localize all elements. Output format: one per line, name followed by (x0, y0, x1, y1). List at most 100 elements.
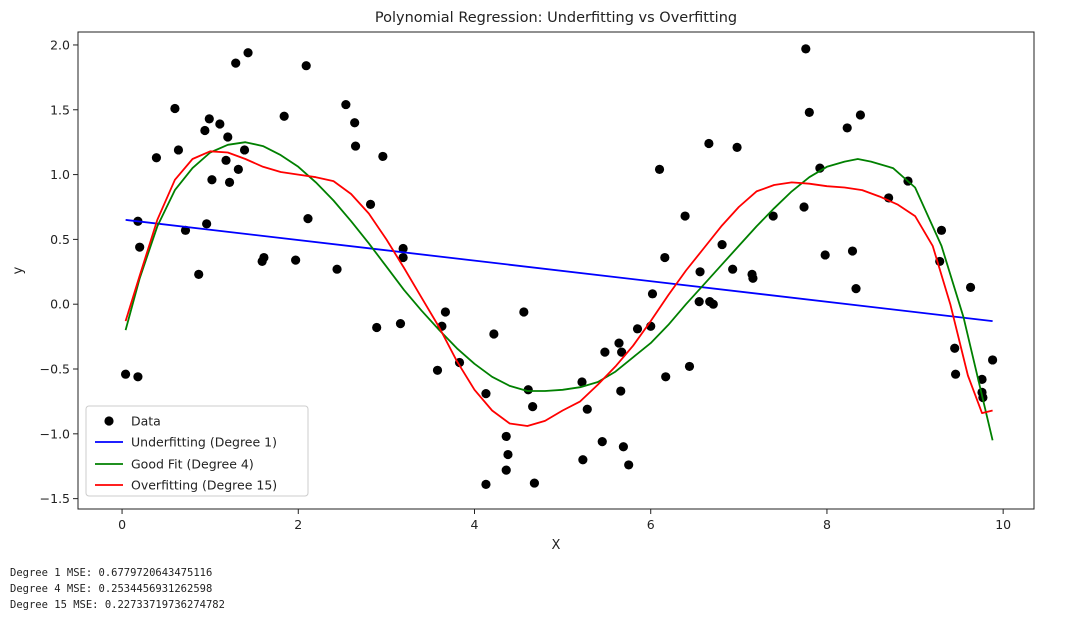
data-point (529, 478, 540, 488)
data-point (215, 119, 225, 129)
legend-label-overfitting: Overfitting (Degree 15) (131, 478, 277, 493)
plot-area (120, 44, 998, 489)
data-point (660, 252, 670, 263)
data-point (950, 369, 961, 379)
y-tick-label: 0.0 (50, 297, 70, 312)
data-point (133, 372, 143, 382)
data-point (202, 219, 212, 229)
legend-label-good-fit: Good Fit (Degree 4) (131, 457, 254, 472)
good-fit-line (124, 141, 994, 441)
y-tick-label: 1.5 (50, 102, 70, 117)
data-point (842, 123, 852, 133)
data-point (647, 289, 658, 299)
data-point (233, 164, 243, 174)
data-point (523, 385, 533, 395)
data-point (654, 164, 665, 174)
data-point (661, 372, 671, 382)
data-point (503, 449, 513, 460)
data-point (204, 114, 214, 124)
data-point (170, 103, 180, 114)
data-point (987, 355, 998, 365)
data-point (481, 389, 491, 399)
data-point (684, 361, 695, 372)
legend-box (85, 405, 309, 497)
legend-marker-data (104, 416, 114, 426)
data-point (632, 324, 643, 334)
data-point (332, 264, 342, 274)
output-line-degree-1: Degree 1 MSE: 0.6779720643475116 (10, 567, 213, 579)
data-point (200, 125, 210, 136)
data-point (965, 282, 976, 292)
data-point (519, 307, 529, 317)
data-point (224, 177, 235, 187)
output-text: Degree 1 MSE: 0.6779720643475116 Degree … (10, 565, 225, 613)
data-point (341, 99, 351, 110)
data-point (616, 386, 626, 396)
data-point (799, 202, 809, 212)
y-axis-label: y (11, 266, 26, 274)
data-point (618, 442, 629, 452)
y-tick-label: −1.5 (40, 491, 70, 506)
data-point (577, 377, 587, 387)
output-line-degree-4: Degree 4 MSE: 0.2534456931262598 (10, 583, 213, 595)
data-point (820, 250, 830, 260)
data-point (301, 61, 311, 71)
data-point (440, 307, 451, 317)
data-point (231, 58, 241, 68)
data-point (120, 369, 131, 379)
legend: Data Underfitting (Degree 1) Good Fit (Deg… (85, 405, 309, 497)
data-point (291, 255, 301, 265)
data-point (578, 455, 588, 465)
data-point (173, 145, 184, 155)
legend-label-data: Data (131, 414, 161, 429)
data-point (489, 329, 499, 339)
y-tick-label: 1.0 (50, 167, 70, 182)
x-axis-label: X (552, 538, 561, 553)
chart-title: Polynomial Regression: Underfitting vs O… (375, 10, 737, 26)
data-point (194, 269, 204, 279)
data-point (597, 436, 607, 447)
y-tick-label: 2.0 (50, 37, 70, 52)
data-point (207, 175, 217, 185)
data-point (151, 153, 162, 163)
data-point (704, 138, 714, 149)
data-point (279, 111, 289, 121)
data-point (501, 465, 511, 475)
data-point (303, 214, 313, 224)
x-tick-label: 2 (294, 517, 302, 532)
data-point (239, 145, 250, 155)
x-tick-label: 8 (823, 517, 831, 532)
data-point (223, 132, 233, 142)
data-point (221, 155, 231, 165)
x-tick-label: 10 (995, 517, 1011, 532)
data-point (135, 242, 145, 252)
data-point (481, 479, 491, 489)
data-point (350, 118, 360, 128)
data-point (708, 299, 718, 309)
x-tick-label: 6 (647, 517, 655, 532)
data-point (624, 460, 634, 470)
data-point (732, 142, 742, 152)
chart: Polynomial Regression: Underfitting vs O… (11, 10, 1035, 553)
overfitting-line (124, 150, 993, 427)
data-point (847, 246, 858, 256)
data-point (501, 431, 511, 442)
data-point (259, 252, 269, 263)
data-point (350, 141, 361, 151)
data-point (582, 404, 592, 414)
data-point (851, 284, 861, 294)
y-tick-label: 0.5 (50, 232, 70, 247)
legend-label-underfitting: Underfitting (Degree 1) (131, 435, 277, 450)
y-tick-label: −1.0 (40, 426, 70, 441)
data-point (614, 338, 624, 348)
data-point (768, 211, 778, 221)
underfitting-line (125, 219, 993, 322)
data-point (950, 343, 960, 353)
data-point (694, 297, 704, 307)
data-point (372, 322, 382, 333)
data-point (617, 347, 627, 357)
data-point (398, 252, 408, 263)
data-point (717, 239, 727, 250)
data-point (855, 110, 866, 120)
data-point (432, 365, 443, 375)
